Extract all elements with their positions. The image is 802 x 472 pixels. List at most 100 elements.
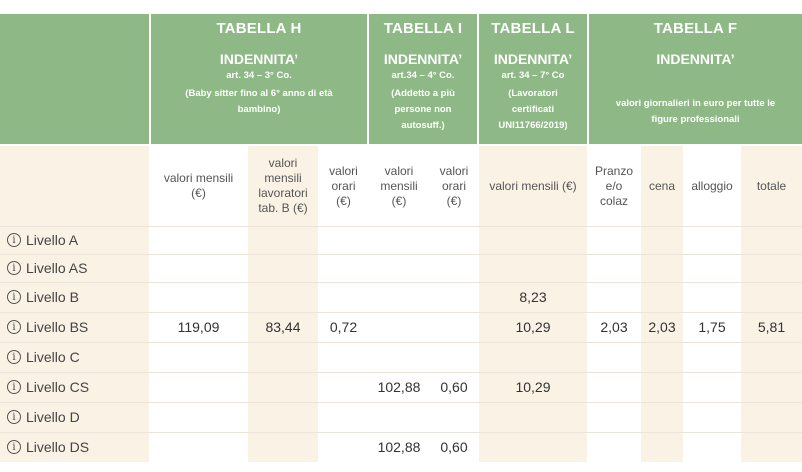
column-header-line: (€) — [391, 193, 407, 208]
column-background-i-orari — [431, 146, 477, 462]
row-divider — [0, 254, 802, 255]
tabella-h-desc-2: bambino) — [237, 104, 281, 115]
level-name: Livello CS — [26, 379, 90, 395]
column-header-line: mensili — [380, 178, 418, 193]
column-header-line: colaz — [599, 193, 628, 208]
level-label: i Livello A — [0, 226, 149, 254]
table-cell-f-totale: 5,81 — [757, 319, 786, 335]
tabella-l-indennita: INDENNITA’ — [493, 51, 573, 67]
table-cell-l-mensili: 10,29 — [515, 319, 551, 335]
level-name: Livello D — [26, 409, 80, 425]
tabella-f-desc-2: figure professionali — [651, 114, 740, 125]
column-header-line: Pranzo — [594, 163, 634, 178]
column-header-line: valori — [268, 156, 298, 170]
column-background-l-mensili — [479, 146, 587, 462]
tabella-l-desc-2: certificati — [511, 104, 555, 115]
column-background-h-tab-b — [248, 146, 318, 462]
level-label: i Livello CS — [0, 372, 149, 402]
table-cell-f-pranzo: 2,03 — [600, 319, 628, 335]
table-cell-h-mensili: 119,09 — [177, 319, 220, 335]
level-name: Livello DS — [26, 439, 90, 455]
column-header-line: orari — [441, 178, 466, 193]
info-circle-icon[interactable]: i — [7, 290, 21, 304]
column-header-f-alloggio: alloggio — [685, 146, 739, 226]
column-background-h-mensili — [151, 146, 246, 462]
table-cell-i-orari: 0,60 — [440, 439, 468, 455]
tabella-h-desc-1: (Baby sitter fino al 6° anno di età — [185, 88, 333, 99]
row-divider — [0, 402, 802, 403]
row-divider — [0, 312, 802, 313]
table-cell-i-mensili: 102,88 — [377, 439, 421, 455]
column-header-line: valori — [439, 163, 469, 178]
info-circle-icon[interactable]: i — [7, 233, 21, 247]
column-header-line: (€) — [446, 193, 462, 208]
column-header-f-cena: cena — [641, 146, 683, 226]
info-circle-icon[interactable]: i — [7, 410, 21, 424]
level-name: Livello B — [26, 289, 79, 305]
column-background-f-pranzo — [589, 146, 639, 462]
level-label: i Livello AS — [0, 254, 149, 282]
tabella-i-desc-1: (Addetto a più — [391, 88, 455, 99]
column-header-h-tab-b: valori mensili lavoratori tab. B (€) — [248, 146, 318, 226]
column-header-line: e/o — [605, 178, 623, 193]
tabella-l-desc-1: (Lavoratori — [508, 88, 558, 99]
tabella-f-header: TABELLA F INDENNITA’ valori giornalieri … — [589, 14, 802, 144]
header-corner — [0, 14, 149, 144]
info-circle-icon[interactable]: i — [7, 350, 21, 364]
row-divider — [0, 342, 802, 343]
column-background-f-totale — [741, 146, 802, 462]
level-name: Livello AS — [26, 260, 88, 276]
level-label: i Livello DS — [0, 432, 149, 462]
column-background-h-orari — [320, 146, 367, 462]
column-background-f-cena — [641, 146, 683, 462]
row-divider — [0, 226, 802, 227]
column-header-line: valori mensili — [163, 171, 234, 185]
info-circle-icon[interactable]: i — [7, 440, 21, 454]
column-header-line: lavoratori — [258, 186, 308, 200]
tabella-f-indennita: INDENNITA’ — [656, 51, 735, 67]
column-header-h-orari: valori orari (€) — [320, 146, 367, 226]
row-divider — [0, 372, 802, 373]
column-header-line: valori — [384, 163, 414, 178]
table-cell-f-cena: 2,03 — [648, 319, 676, 335]
tabella-f-title: TABELLA F — [653, 20, 738, 37]
column-header-i-orari: valori orari (€) — [431, 146, 477, 226]
tabella-f-desc-1: valori giornalieri in euro per tutte le — [615, 98, 776, 109]
tabella-i-article: art.34 – 4° Co. — [391, 70, 455, 81]
level-name: Livello C — [26, 349, 80, 365]
level-label: i Livello C — [0, 342, 149, 372]
column-background-i-mensili — [369, 146, 429, 462]
tabella-h-header: TABELLA H INDENNITA’ art. 34 – 3° Co. (B… — [151, 14, 367, 144]
tabella-h-title: TABELLA H — [216, 20, 302, 37]
column-header-f-pranzo: Pranzo e/o colaz — [589, 146, 639, 226]
level-name: Livello BS — [26, 319, 89, 335]
table-cell-i-orari: 0,60 — [440, 379, 468, 395]
row-divider — [0, 432, 802, 433]
column-header-h-mensili: valori mensili (€) — [151, 146, 246, 226]
tabella-i-desc-2: persone non — [394, 104, 452, 115]
column-header-f-totale: totale — [741, 146, 802, 226]
table-cell-l-mensili: 8,23 — [519, 289, 547, 305]
info-circle-icon[interactable]: i — [7, 261, 21, 275]
column-header-line: (€) — [336, 193, 351, 208]
tabella-i-indennita: INDENNITA’ — [383, 51, 463, 67]
level-name: Livello A — [26, 232, 79, 248]
level-label: i Livello BS — [0, 312, 149, 342]
table-cell-l-mensili: 10,29 — [515, 379, 551, 395]
column-header-line: mensili — [264, 171, 302, 185]
tabella-l-article: art. 34 – 7° Co — [501, 70, 565, 81]
tabella-l-header: TABELLA L INDENNITA’ art. 34 – 7° Co (La… — [479, 14, 587, 144]
row-divider — [0, 282, 802, 283]
table-cell-h-orari: 0,72 — [329, 319, 358, 335]
column-header-line: orari — [331, 178, 356, 193]
tabella-i-header: TABELLA I INDENNITA’ art.34 – 4° Co. (Ad… — [369, 14, 477, 144]
tabella-i-title: TABELLA I — [383, 20, 463, 37]
column-background-level — [0, 146, 149, 462]
info-circle-icon[interactable]: i — [7, 320, 21, 334]
column-header-line: valori mensili (€) — [489, 178, 577, 193]
table-cell-i-mensili: 102,88 — [377, 379, 421, 395]
column-header-line: (€) — [191, 186, 206, 200]
column-header-line: tab. B (€) — [258, 201, 308, 215]
info-circle-icon[interactable]: i — [7, 380, 21, 394]
